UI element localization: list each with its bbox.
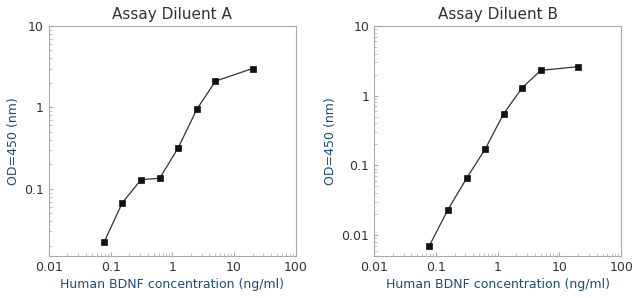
Y-axis label: OD=450 (nm): OD=450 (nm) [7,97,20,185]
Y-axis label: OD=450 (nm): OD=450 (nm) [324,97,337,185]
Title: Assay Diluent B: Assay Diluent B [438,7,557,22]
X-axis label: Human BDNF concentration (ng/ml): Human BDNF concentration (ng/ml) [386,278,610,291]
X-axis label: Human BDNF concentration (ng/ml): Human BDNF concentration (ng/ml) [60,278,284,291]
Title: Assay Diluent A: Assay Diluent A [113,7,232,22]
